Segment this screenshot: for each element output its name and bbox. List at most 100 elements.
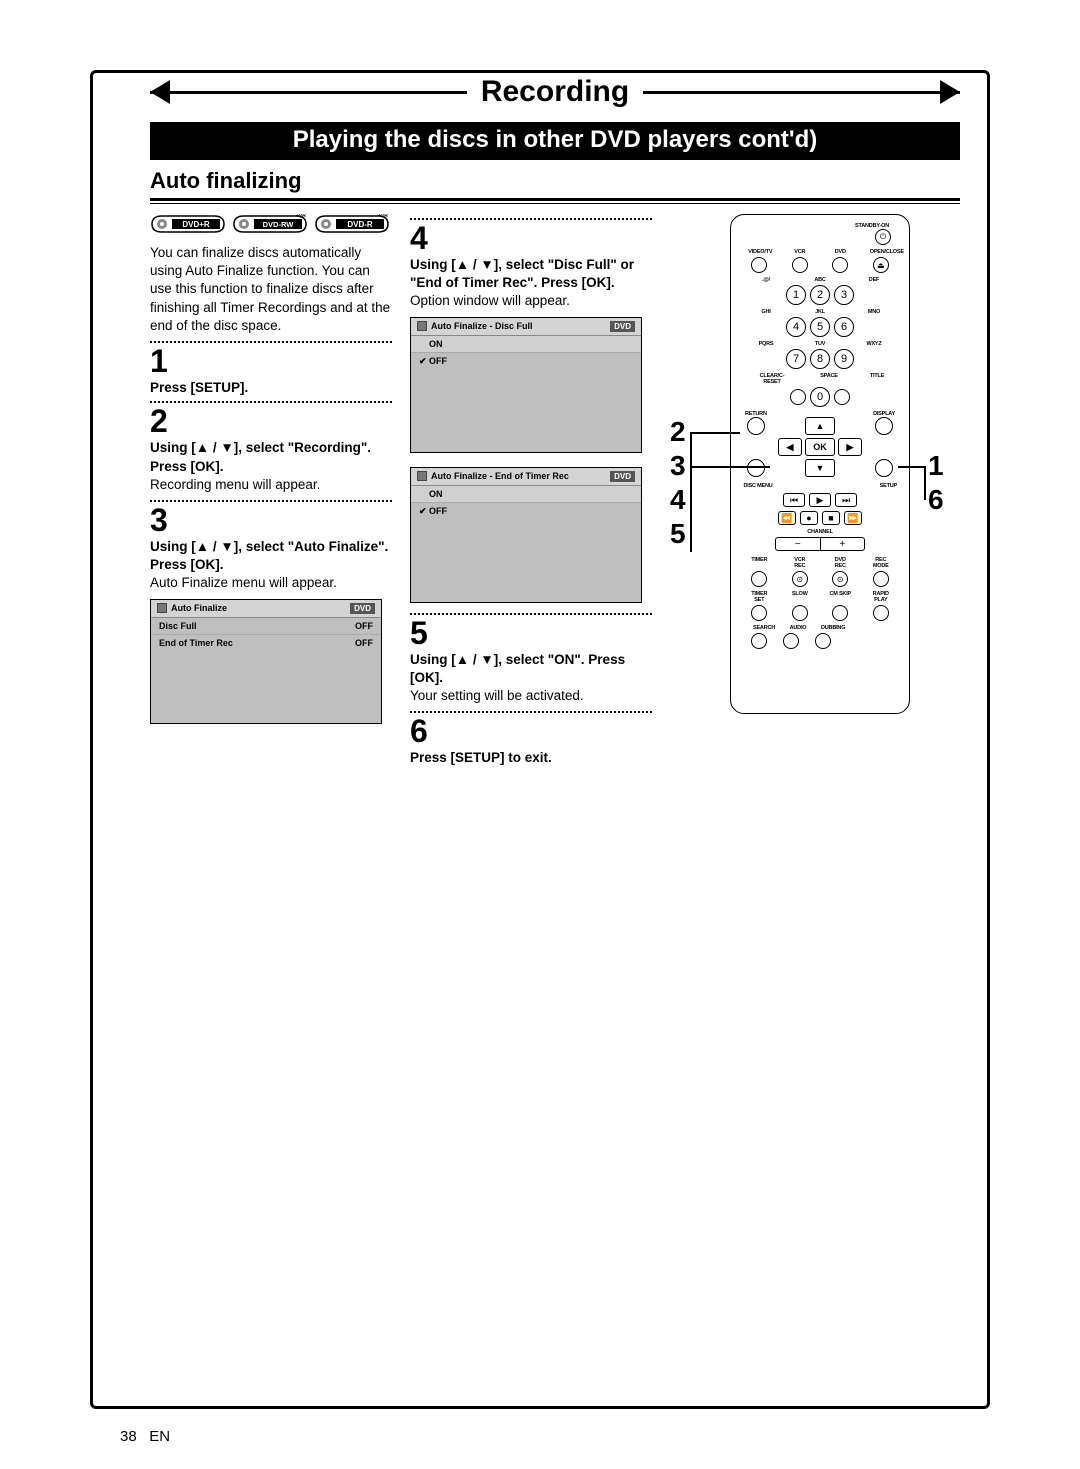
num-7: 7 (786, 349, 806, 369)
step-5-instruction: Using [▲ / ▼], select "ON". Press [OK]. (410, 651, 652, 687)
callout-1: 1 (928, 450, 944, 482)
menu-df-check2: ✔ (419, 356, 429, 367)
menu-icon (417, 321, 427, 331)
menu-df-title: Auto Finalize - Disc Full (431, 321, 533, 331)
badge-dvd-plus-r: DVD+R (150, 214, 226, 234)
callout-line-3 (690, 466, 770, 468)
menu-df-check1 (419, 339, 429, 349)
timer-button (751, 571, 767, 587)
vcr-button (792, 257, 808, 273)
step-divider (410, 711, 652, 713)
menu-et-row2: OFF (429, 506, 633, 517)
menu-icon (157, 603, 167, 613)
disc-menu-button (747, 459, 765, 477)
channel-label: CHANNEL (739, 529, 901, 535)
title-ornament-left (150, 91, 467, 94)
channel-bar: − + (775, 537, 865, 551)
step-1-number: 1 (150, 345, 392, 377)
menu-af-tag: DVD (350, 603, 375, 614)
callout-line-1 (898, 466, 926, 468)
menu-af-title: Auto Finalize (171, 603, 227, 613)
step-1-instruction: Press [SETUP]. (150, 379, 392, 397)
step-divider (150, 341, 392, 343)
step-6-instruction: Press [SETUP] to exit. (410, 749, 652, 767)
ch-minus: − (776, 538, 821, 550)
menu-df-row1: ON (429, 339, 633, 349)
title-row: Recording (150, 70, 960, 114)
section-heading: Auto finalizing (150, 168, 960, 198)
num-6: 6 (834, 317, 854, 337)
step-5-body: Your setting will be activated. (410, 687, 652, 705)
menu-icon (417, 471, 427, 481)
step-6-number: 6 (410, 715, 652, 747)
callout-2: 2 (670, 416, 686, 448)
section-rule (150, 198, 960, 204)
video-tv-button (751, 257, 767, 273)
callout-line-2 (690, 432, 740, 434)
svg-text:DVD-RW: DVD-RW (263, 220, 295, 229)
page-lang: EN (149, 1428, 170, 1445)
svg-text:DVD+R: DVD+R (182, 220, 210, 229)
menu-af-row2-val: OFF (355, 638, 373, 648)
ch-plus: + (821, 538, 865, 550)
audio-button (783, 633, 799, 649)
menu-end-timer: Auto Finalize - End of Timer Rec DVD ON … (410, 467, 642, 603)
up-button: ▲ (805, 417, 835, 435)
menu-df-row2: OFF (429, 356, 633, 367)
callout-4: 4 (670, 484, 686, 516)
callout-line-right-vert (924, 466, 926, 500)
title-ornament-right (643, 91, 960, 94)
setup-button (875, 459, 893, 477)
badge-dvd-rw-vr: DVD-RW +VR (232, 214, 308, 234)
callout-line-left-vert (690, 432, 692, 552)
left-button: ◀ (778, 438, 802, 456)
remote-row1-labels: VIDEO/TV VCR DVD OPEN/CLOSE (739, 249, 901, 255)
timer-set-button (751, 605, 767, 621)
page: Recording Playing the discs in other DVD… (0, 0, 1080, 1469)
cm-skip-button (832, 605, 848, 621)
step-divider (150, 401, 392, 403)
rec-button: ● (800, 511, 818, 525)
menu-et-tag: DVD (610, 471, 635, 482)
rapid-play-button (873, 605, 889, 621)
dvd-rec-button: ⊙ (832, 571, 848, 587)
svg-text:+VR: +VR (296, 214, 306, 219)
subtitle-bar: Playing the discs in other DVD players c… (150, 122, 960, 160)
ok-button: OK (805, 438, 835, 456)
ff-button: ⏩ (844, 511, 862, 525)
step-4-instruction: Using [▲ / ▼], select "Disc Full" or "En… (410, 256, 652, 292)
badge-dvd-r-vr: DVD-R +VR (314, 214, 390, 234)
step-4-body: Option window will appear. (410, 292, 652, 310)
callout-3: 3 (670, 450, 686, 482)
vcr-rec-button: ⊙ (792, 571, 808, 587)
stop-button: ■ (822, 511, 840, 525)
return-button (747, 417, 765, 435)
disc-badges: DVD+R DVD-RW +VR DVD-R +VR (150, 214, 392, 234)
rew-button: ⏪ (778, 511, 796, 525)
step-divider (410, 613, 652, 615)
callout-6: 6 (928, 484, 944, 516)
num-4: 4 (786, 317, 806, 337)
page-title: Recording (467, 75, 643, 109)
step-2-instruction: Using [▲ / ▼], select "Recording". Press… (150, 439, 392, 475)
column-3: STANDBY-ON ⏻ VIDEO/TV VCR DVD OPEN/CLOSE (670, 214, 960, 768)
step-2-body: Recording menu will appear. (150, 476, 392, 494)
title-button (834, 389, 850, 405)
step-3-number: 3 (150, 504, 392, 536)
callout-5: 5 (670, 518, 686, 550)
num-8: 8 (810, 349, 830, 369)
menu-af-row1-val: OFF (355, 621, 373, 631)
step-divider (150, 500, 392, 502)
menu-et-row1: ON (429, 489, 633, 499)
intro-text: You can finalize discs automatically usi… (150, 244, 392, 335)
step-2-number: 2 (150, 405, 392, 437)
step-5-number: 5 (410, 617, 652, 649)
right-button: ▶ (838, 438, 862, 456)
dvd-button (832, 257, 848, 273)
page-footer: 38 EN (120, 1428, 170, 1445)
clear-button (790, 389, 806, 405)
num-9: 9 (834, 349, 854, 369)
next-button: ⏭ (835, 493, 857, 507)
svg-text:DVD-R: DVD-R (347, 220, 373, 229)
step-3-body: Auto Finalize menu will appear. (150, 574, 392, 592)
